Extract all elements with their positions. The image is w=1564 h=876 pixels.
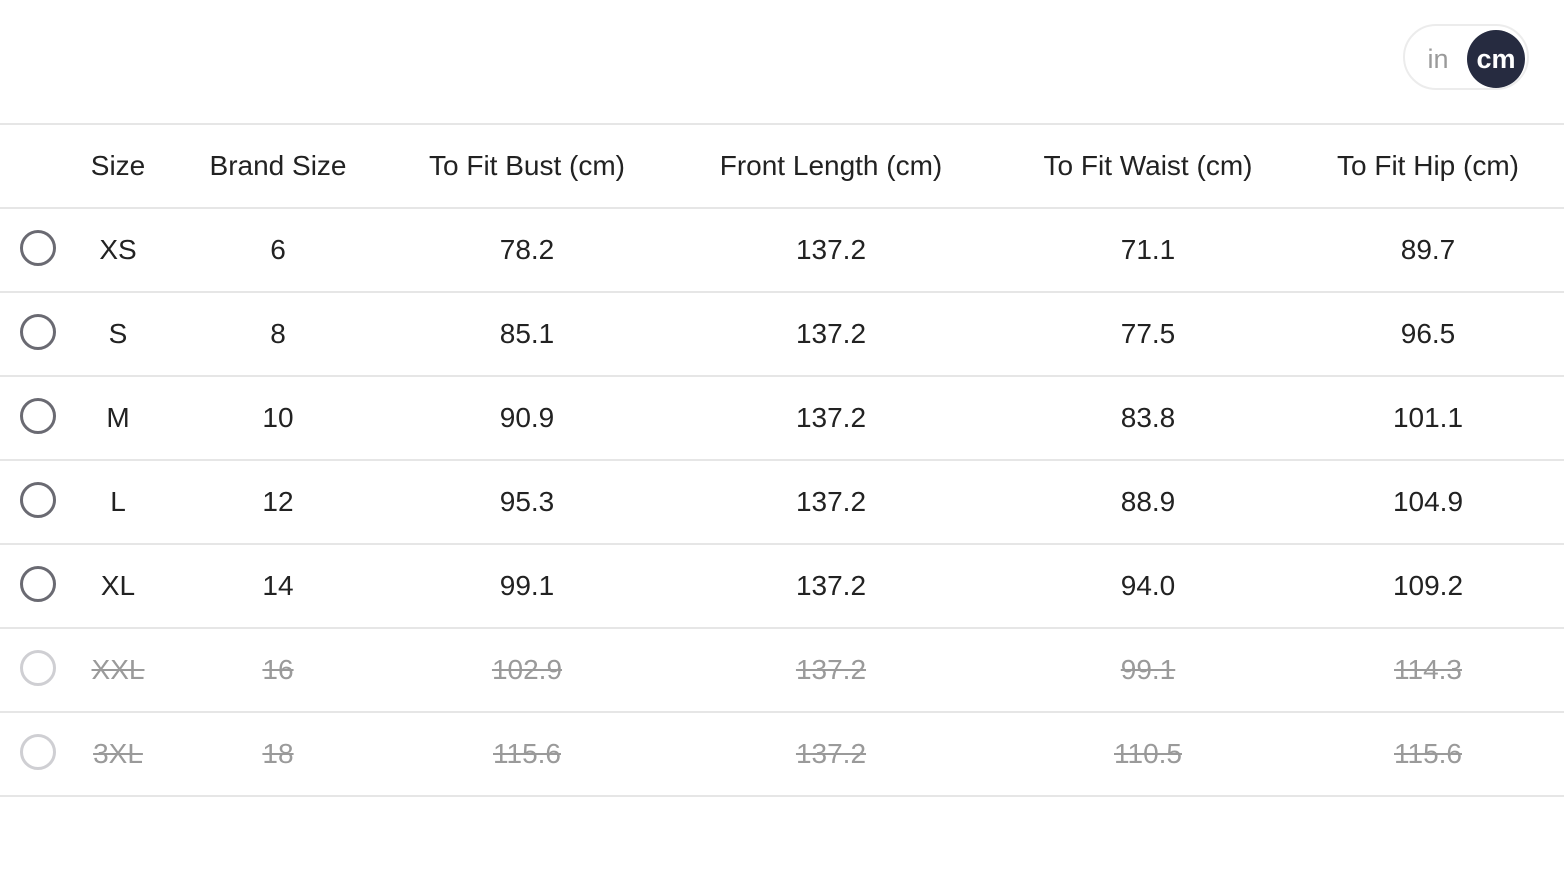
cell-front-length: 137.2 bbox=[795, 654, 867, 685]
select-cell bbox=[0, 712, 76, 796]
table-row[interactable]: L 12 95.3 137.2 88.9 104.9 bbox=[0, 460, 1564, 544]
cell-bust: 85.1 bbox=[499, 318, 555, 349]
select-cell bbox=[0, 208, 76, 292]
cell-size: 3XL bbox=[93, 738, 143, 769]
cell-size: M bbox=[106, 402, 130, 433]
cell-bust: 115.6 bbox=[493, 738, 561, 769]
cell-waist: 77.5 bbox=[1120, 318, 1176, 349]
cell-hip: 115.6 bbox=[1394, 738, 1462, 769]
table-row[interactable]: S 8 85.1 137.2 77.5 96.5 bbox=[0, 292, 1564, 376]
cell-front-length: 137.2 bbox=[795, 570, 867, 601]
cell-waist: 110.5 bbox=[1114, 738, 1182, 769]
select-cell bbox=[0, 460, 76, 544]
size-radio[interactable] bbox=[20, 481, 56, 518]
cell-front-length: 137.2 bbox=[795, 402, 867, 433]
cell-size: XXL bbox=[91, 654, 145, 685]
cell-hip: 89.7 bbox=[1400, 234, 1456, 265]
header-front-length: Front Length (cm) bbox=[719, 150, 943, 181]
cell-brand-size: 16 bbox=[262, 654, 294, 685]
cell-waist: 88.9 bbox=[1120, 486, 1176, 517]
size-radio[interactable] bbox=[20, 397, 56, 434]
cell-bust: 90.9 bbox=[499, 402, 555, 433]
size-radio[interactable] bbox=[20, 229, 56, 266]
cell-waist: 94.0 bbox=[1120, 570, 1176, 601]
cell-hip: 114.3 bbox=[1394, 654, 1462, 685]
unit-toggle: in cm bbox=[1403, 24, 1529, 90]
cell-waist: 99.1 bbox=[1120, 654, 1176, 685]
cell-waist: 83.8 bbox=[1120, 402, 1176, 433]
unit-option-in[interactable]: in bbox=[1427, 43, 1449, 74]
cell-brand-size: 12 bbox=[262, 486, 294, 517]
header-select bbox=[0, 124, 76, 208]
cell-bust: 95.3 bbox=[499, 486, 555, 517]
cell-bust: 99.1 bbox=[499, 570, 555, 601]
select-cell bbox=[0, 292, 76, 376]
cell-hip: 96.5 bbox=[1400, 318, 1456, 349]
header-bust: To Fit Bust (cm) bbox=[428, 150, 625, 181]
cell-brand-size: 14 bbox=[262, 570, 294, 601]
cell-size: L bbox=[110, 486, 126, 517]
unit-option-cm[interactable]: cm bbox=[1467, 30, 1525, 88]
cell-front-length: 137.2 bbox=[795, 234, 867, 265]
cell-brand-size: 18 bbox=[262, 738, 294, 769]
size-radio[interactable] bbox=[20, 313, 56, 350]
cell-size: XL bbox=[100, 570, 136, 601]
cell-front-length: 137.2 bbox=[795, 318, 867, 349]
cell-brand-size: 10 bbox=[262, 402, 294, 433]
table-row[interactable]: XS 6 78.2 137.2 71.1 89.7 bbox=[0, 208, 1564, 292]
select-cell bbox=[0, 544, 76, 628]
cell-brand-size: 8 bbox=[270, 318, 286, 349]
size-chart-table: Size Brand Size To Fit Bust (cm) Front L… bbox=[0, 123, 1564, 797]
header-brand-size: Brand Size bbox=[209, 150, 347, 181]
header-waist: To Fit Waist (cm) bbox=[1043, 150, 1253, 181]
cell-hip: 109.2 bbox=[1392, 570, 1464, 601]
cell-hip: 101.1 bbox=[1392, 402, 1464, 433]
size-radio[interactable] bbox=[20, 733, 56, 770]
table-row[interactable]: 3XL 18 115.6 137.2 110.5 115.6 bbox=[0, 712, 1564, 796]
table-row[interactable]: XL 14 99.1 137.2 94.0 109.2 bbox=[0, 544, 1564, 628]
cell-hip: 104.9 bbox=[1392, 486, 1464, 517]
cell-size: XS bbox=[99, 234, 137, 265]
select-cell bbox=[0, 376, 76, 460]
size-radio[interactable] bbox=[20, 649, 56, 686]
header-size: Size bbox=[90, 150, 146, 181]
table-header-row: Size Brand Size To Fit Bust (cm) Front L… bbox=[0, 124, 1564, 208]
header-hip: To Fit Hip (cm) bbox=[1337, 150, 1519, 181]
cell-size: S bbox=[108, 318, 128, 349]
size-radio[interactable] bbox=[20, 565, 56, 602]
cell-front-length: 137.2 bbox=[795, 738, 867, 769]
table-row[interactable]: M 10 90.9 137.2 83.8 101.1 bbox=[0, 376, 1564, 460]
cell-bust: 102.9 bbox=[491, 654, 563, 685]
table-row[interactable]: XXL 16 102.9 137.2 99.1 114.3 bbox=[0, 628, 1564, 712]
cell-front-length: 137.2 bbox=[795, 486, 867, 517]
cell-waist: 71.1 bbox=[1120, 234, 1176, 265]
cell-bust: 78.2 bbox=[499, 234, 555, 265]
cell-brand-size: 6 bbox=[270, 234, 286, 265]
select-cell bbox=[0, 628, 76, 712]
